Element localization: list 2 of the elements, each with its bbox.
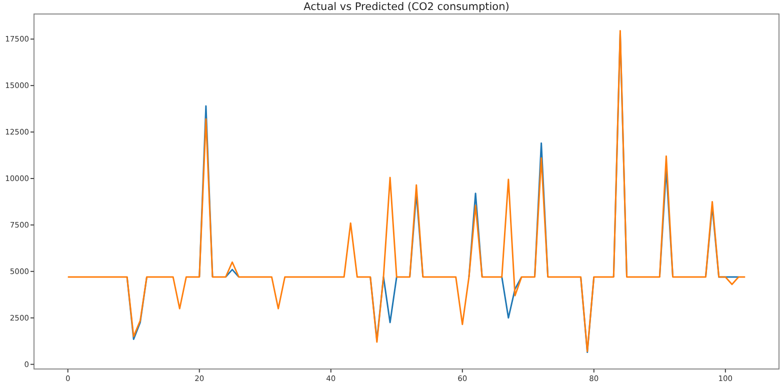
chart-title: Actual vs Predicted (CO2 consumption)	[304, 1, 510, 13]
line-series	[67, 30, 746, 352]
